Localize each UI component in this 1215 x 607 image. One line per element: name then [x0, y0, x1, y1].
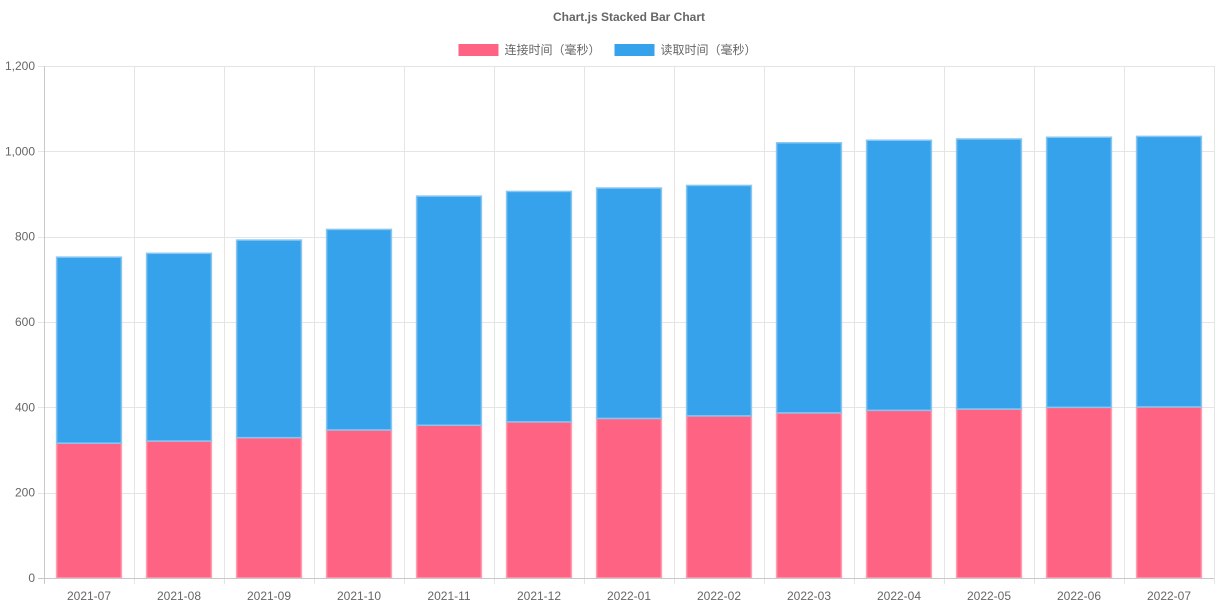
legend-label-0[interactable]: 连接时间（毫秒） [504, 42, 600, 57]
axes: 0 200 400 600 800 1,000 1,200 2021-07 2021-08 202… [5, 59, 1214, 603]
bar-connect-2021-09[interactable] [235, 436, 303, 579]
x-tick-label: 2021-07 [67, 589, 111, 603]
bar-read-2021-09[interactable] [235, 239, 303, 439]
legend-swatch-0[interactable] [458, 44, 499, 56]
y-tick-label: 800 [15, 230, 35, 244]
bar-read-2021-08[interactable] [145, 252, 213, 442]
x-tick-label: 2022-02 [697, 589, 741, 603]
bar-connect-2022-01[interactable] [595, 417, 663, 579]
x-tick-label: 2022-01 [607, 589, 651, 603]
bar-read-2022-01[interactable] [595, 187, 663, 420]
legend-label-1[interactable]: 读取时间（毫秒） [661, 42, 757, 57]
bar-connect-2022-03[interactable] [775, 412, 843, 579]
bar-connect-2022-07[interactable] [1135, 406, 1203, 579]
y-tick-label: 1,000 [5, 144, 35, 158]
bar-connect-2021-12[interactable] [505, 421, 573, 579]
y-tick-label: 1,200 [5, 59, 35, 73]
x-tick-label: 2022-06 [1057, 589, 1101, 603]
x-tick-label: 2021-09 [247, 589, 291, 603]
bar-read-2022-03[interactable] [775, 142, 843, 414]
bar-read-2022-05[interactable] [955, 138, 1023, 410]
bar-read-2021-10[interactable] [325, 228, 393, 431]
x-tick-label: 2021-11 [427, 589, 470, 603]
bar-read-2022-07[interactable] [1135, 135, 1203, 408]
x-tick-label: 2021-12 [517, 589, 561, 603]
legend: 连接时间（毫秒） 读取时间（毫秒） [458, 42, 757, 57]
y-tick-label: 200 [15, 486, 35, 500]
legend-swatch-1[interactable] [614, 44, 655, 56]
bar-connect-2022-02[interactable] [685, 415, 753, 579]
x-tick-label: 2021-08 [157, 589, 201, 603]
x-tick-label: 2022-05 [967, 589, 1011, 603]
bars [55, 135, 1203, 579]
bar-read-2021-11[interactable] [415, 195, 483, 427]
bar-connect-2022-04[interactable] [865, 409, 933, 579]
x-tick-label: 2022-04 [877, 589, 921, 603]
bar-read-2021-07[interactable] [55, 256, 123, 444]
bar-read-2022-02[interactable] [685, 184, 753, 417]
chart-title: Chart.js Stacked Bar Chart [553, 10, 705, 24]
bar-connect-2021-11[interactable] [415, 424, 483, 579]
y-tick-label: 600 [15, 315, 35, 329]
x-tick-label: 2022-03 [787, 589, 831, 603]
bar-read-2022-04[interactable] [865, 139, 933, 412]
bar-connect-2021-07[interactable] [55, 442, 123, 579]
x-tick-label: 2021-10 [337, 589, 381, 603]
bar-connect-2021-10[interactable] [325, 429, 393, 579]
y-tick-label: 0 [28, 571, 35, 585]
bar-connect-2022-06[interactable] [1045, 406, 1113, 579]
bar-read-2022-06[interactable] [1045, 136, 1113, 409]
y-tick-label: 400 [15, 400, 35, 414]
bar-connect-2022-05[interactable] [955, 408, 1023, 579]
bar-read-2021-12[interactable] [505, 190, 573, 423]
bar-connect-2021-08[interactable] [145, 440, 213, 579]
x-tick-label: 2022-07 [1147, 589, 1191, 603]
